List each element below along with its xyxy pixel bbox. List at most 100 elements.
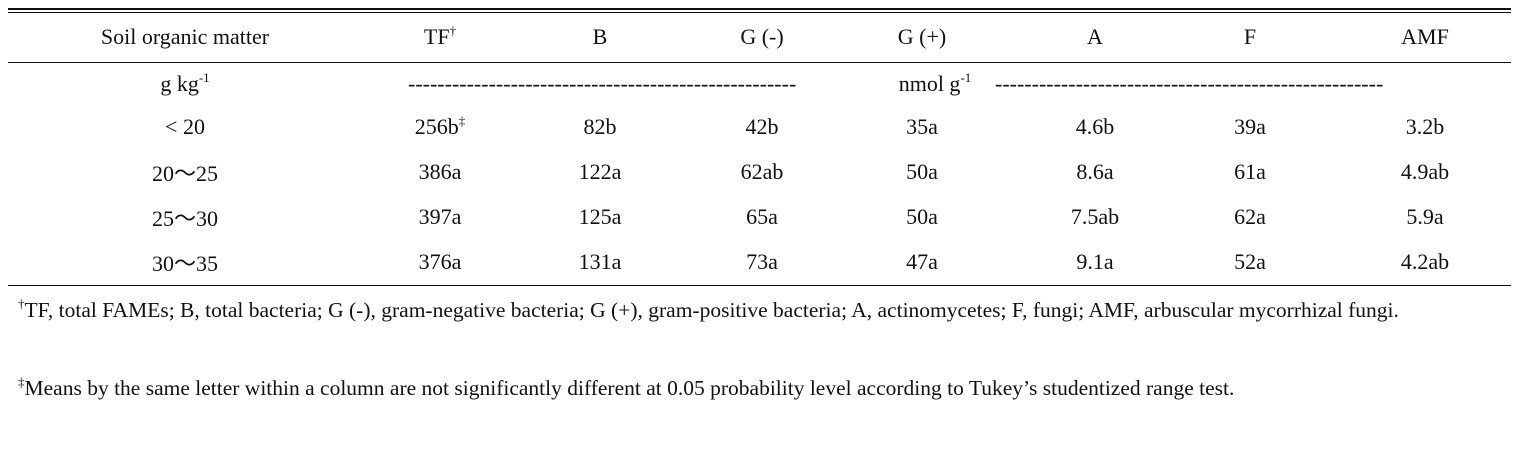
dash-line: ----------------------------------------… [408, 71, 878, 97]
table-cell: 7.5ab [1071, 204, 1119, 230]
header-cell-sup: † [449, 23, 457, 38]
header-cell: B [593, 24, 608, 50]
header-cell: A [1087, 24, 1103, 50]
table-cell-text: 125a [578, 204, 622, 229]
header-cell-text: TF [423, 24, 450, 49]
table-cell: < 20 [165, 114, 205, 140]
table-cell-text: 62ab [740, 159, 784, 184]
header-cell: G (-) [740, 24, 783, 50]
unit-cell-sup: -1 [960, 70, 972, 85]
header-cell-text: Soil organic matter [100, 24, 270, 49]
table-cell-text: 65a [746, 204, 778, 229]
dash-text: ----------------------------------------… [995, 71, 1384, 96]
footnote-mark: † [18, 296, 25, 311]
table-cell-text: 50a [906, 159, 938, 184]
table-cell: 122a [579, 159, 622, 185]
top-rule [8, 8, 1511, 10]
header-rule [8, 62, 1511, 63]
footnote: †TF, total FAMEs; B, total bacteria; G (… [18, 291, 1505, 330]
table-cell-text: 122a [578, 159, 622, 184]
unit-cell-sup: -1 [198, 70, 210, 85]
table-cell-text: < 20 [165, 114, 205, 139]
table-cell: 35a [906, 114, 938, 140]
footnote-text: Means by the same letter within a column… [24, 376, 1235, 400]
table-cell-text: 8.6a [1076, 159, 1114, 184]
table-cell: 42b [746, 114, 779, 140]
table-cell-text: 4.2ab [1400, 249, 1450, 274]
table-cell: 4.9ab [1401, 159, 1449, 185]
table-cell: 73a [746, 249, 778, 275]
table-cell: 5.9a [1406, 204, 1443, 230]
unit-cell-text: g kg [160, 71, 199, 96]
table-cell-text: 62a [1234, 204, 1266, 229]
table-cell-text: 386a [418, 159, 462, 184]
table-cell: 50a [906, 204, 938, 230]
table-cell: 20～25 [152, 156, 218, 188]
table-cell: 52a [1234, 249, 1266, 275]
table-cell: 65a [746, 204, 778, 230]
table-cell: 25～30 [152, 201, 218, 233]
table-cell: 82b [584, 114, 617, 140]
table-cell: 131a [579, 249, 622, 275]
table-cell-text: 73a [746, 249, 778, 274]
table-cell-text: 82b [583, 114, 617, 139]
header-cell: G (+) [898, 24, 946, 50]
table-cell-text: 7.5ab [1070, 204, 1120, 229]
table-cell-text: 52a [1234, 249, 1266, 274]
unit-cell: nmol g-1 [899, 71, 972, 97]
header-cell-text: F [1243, 24, 1257, 49]
table-cell-text: 256b [414, 114, 459, 139]
table-cell: 47a [906, 249, 938, 275]
table-cell-text: 42b [745, 114, 779, 139]
table-cell-text: 39a [1234, 114, 1266, 139]
table-cell-sup: ‡ [458, 113, 466, 128]
table-cell-text: 376a [418, 249, 462, 274]
header-cell-text: AMF [1401, 24, 1449, 49]
table-cell: 8.6a [1076, 159, 1113, 185]
header-cell-text: B [592, 24, 608, 49]
header-cell: F [1244, 24, 1256, 50]
header-cell-text: A [1087, 24, 1103, 49]
header-cell-text: G (-) [740, 24, 784, 49]
table-cell: 30～35 [152, 246, 218, 278]
table-cell: 386a [419, 159, 462, 185]
table-cell: 397a [419, 204, 462, 230]
header-cell-text: G (+) [897, 24, 947, 49]
table-cell: 256b‡ [415, 114, 466, 140]
footnote-mark: ‡ [18, 374, 25, 389]
table-cell-text: 131a [578, 249, 622, 274]
table-cell: 4.6b [1076, 114, 1115, 140]
table-cell-text: 30～35 [151, 251, 219, 276]
dash-line: ----------------------------------------… [995, 71, 1463, 97]
table-cell: 3.2b [1406, 114, 1445, 140]
table-cell: 62ab [741, 159, 784, 185]
table-cell: 4.2ab [1401, 249, 1449, 275]
table-cell-text: 50a [906, 204, 938, 229]
unit-cell: g kg-1 [160, 71, 209, 97]
table-cell-text: 25～30 [151, 206, 219, 231]
table-cell: 50a [906, 159, 938, 185]
header-cell: AMF [1401, 24, 1449, 50]
table-cell-text: 9.1a [1076, 249, 1114, 274]
table-cell: 39a [1234, 114, 1266, 140]
top-rule-inner [8, 12, 1511, 13]
dash-text: ----------------------------------------… [408, 71, 797, 96]
table-cell-text: 61a [1234, 159, 1266, 184]
table-cell-text: 20～25 [151, 161, 219, 186]
table-cell: 376a [419, 249, 462, 275]
table-cell-text: 47a [906, 249, 938, 274]
bottom-rule [8, 285, 1511, 286]
table-cell-text: 4.6b [1075, 114, 1115, 139]
header-cell: Soil organic matter [101, 24, 269, 50]
table-cell-text: 3.2b [1405, 114, 1445, 139]
header-cell: TF† [424, 24, 456, 50]
footnote-text: TF, total FAMEs; B, total bacteria; G (-… [24, 298, 1399, 322]
table-cell-text: 4.9ab [1400, 159, 1450, 184]
table-cell-text: 35a [906, 114, 938, 139]
table-cell-text: 5.9a [1406, 204, 1444, 229]
footnote: ‡Means by the same letter within a colum… [18, 369, 1505, 408]
unit-cell-text: nmol g [898, 71, 961, 96]
table-cell-text: 397a [418, 204, 462, 229]
table-cell: 62a [1234, 204, 1266, 230]
